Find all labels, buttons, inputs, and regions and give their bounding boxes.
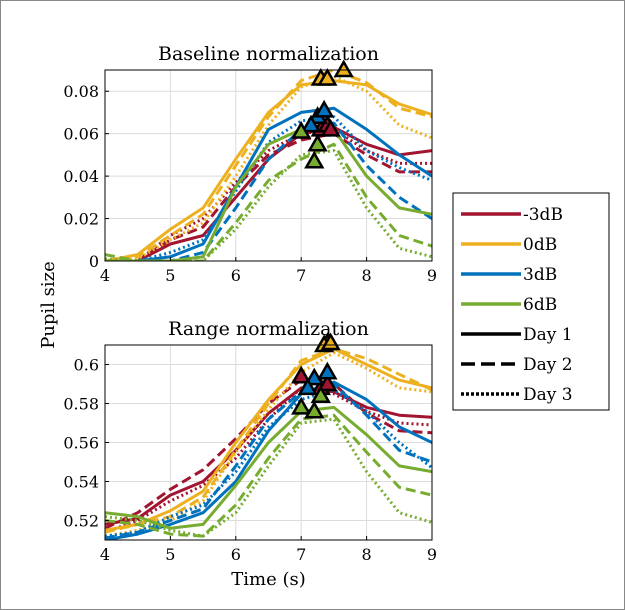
series-line-3dB-day2 [105,382,432,540]
peak-marker-3dB [300,114,322,133]
x-tick-label: 5 [165,545,175,564]
peak-marker--3dB [320,118,341,137]
y-tick-label: 0.06 [63,125,99,144]
series-line-6dB-day1 [105,405,432,530]
x-tick-label: 8 [362,266,372,285]
peak-marker-6dB [291,121,312,139]
y-tick-label: 0 [89,252,99,271]
y-tick-label: 0.52 [63,512,99,531]
legend: -3dB 0dB 3dB 6dB Day 1 Day 2 Day 3 [452,192,610,411]
panel-range: 4 5 6 7 8 9 0.52 0.54 0.56 0.58 0.6 Range normaliza… [63,318,437,590]
peak-markers [291,332,341,419]
series-line-3dB-day1 [105,106,432,261]
x-tick-label: 7 [296,545,306,564]
peak-marker-6dB [291,396,312,415]
series-line-0dB-day3 [105,74,432,261]
series-line-3dB-day2 [105,121,432,261]
peak-marker-3dB [304,367,325,386]
legend-label: Day 1 [523,325,573,345]
series-line-6dB-day3 [105,417,432,538]
peak-marker--3dB [317,373,338,392]
series-line-6dB-day2 [105,413,432,538]
peak-marker-3dB [317,361,338,380]
y-axis-label: Pupil size [38,261,59,349]
series-line-6dB-day1 [105,127,432,261]
x-tick-label: 4 [100,266,110,285]
x-tick-label: 6 [231,545,241,564]
x-tick-label: 5 [165,266,175,285]
series-lines [105,347,432,540]
chart-title: Baseline normalization [158,43,379,65]
legend-box [452,192,610,411]
series-line--3dB-day2 [105,132,432,261]
x-tick-label: 8 [362,545,372,564]
y-tick-label: 0.54 [63,473,99,492]
peak-marker-0dB [320,332,341,351]
x-axis-label: Time (s) [231,569,306,590]
x-tick-label: 4 [100,545,110,564]
peak-marker--3dB [291,365,312,384]
y-tick-label: 0.58 [63,395,99,414]
series-lines [105,70,432,261]
y-tick-label: 0.56 [63,434,99,453]
series-line-0dB-day1 [105,347,432,532]
x-tick-label: 7 [296,266,306,285]
x-tick-label: 6 [231,266,241,285]
series-line-0dB-day2 [105,70,432,261]
legend-label: Day 3 [523,385,573,405]
legend-label: 6dB [523,295,557,315]
peak-marker-6dB [310,385,331,403]
peak-marker-3dB [313,99,335,118]
peak-marker-3dB [297,377,318,396]
x-tick-label: 9 [427,266,437,285]
peak-marker-6dB [304,150,325,169]
panel-baseline: 4 5 6 7 8 9 0 0.02 0.04 0.06 0.08 Baseline normaliz… [63,43,437,285]
peak-marker-6dB [307,133,328,152]
legend-label: 3dB [523,265,557,285]
y-tick-label: 0.04 [63,167,99,186]
legend-label: -3dB [523,205,563,225]
peak-markers [291,59,354,169]
peak-marker-0dB [317,67,338,86]
legend-label: 0dB [523,235,557,255]
peak-marker-0dB [333,59,354,78]
y-tick-label: 0.02 [63,210,99,229]
x-tick-label: 9 [427,545,437,564]
series-line-6dB-day2 [105,142,432,261]
series-line--3dB-day3 [105,127,432,261]
axes-frame [104,69,433,262]
y-tick-label: 0.08 [63,82,99,101]
y-tick-label: 0.6 [74,356,99,375]
peak-marker-6dB [304,400,325,419]
series-line--3dB-day3 [105,386,432,534]
series-line--3dB-day2 [105,378,432,530]
series-line-3dB-day3 [105,388,432,538]
series-line-3dB-day3 [105,115,432,261]
chart-title: Range normalization [168,318,369,340]
legend-label: Day 2 [523,355,573,375]
series-line-0dB-day2 [105,347,432,534]
